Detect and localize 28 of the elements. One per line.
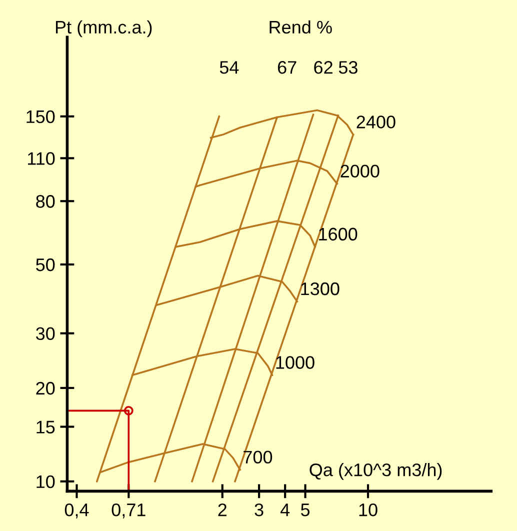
- series-label: 1600: [319, 228, 358, 241]
- y-tick-label: 20: [36, 382, 55, 395]
- x-tick-label: 5: [300, 504, 310, 516]
- x-tick-label: 0,4: [64, 503, 89, 518]
- y-tick-label: 30: [36, 327, 55, 340]
- y-tick-label: 50: [36, 258, 55, 272]
- series-label: 2400: [356, 116, 396, 128]
- text: 53: [338, 61, 358, 74]
- x-axis-title: Qa (x10^3 m3/h): [310, 462, 442, 480]
- y-tick-label: 10: [36, 475, 55, 488]
- series-label: 700: [244, 450, 272, 464]
- y-tick-label: 110: [28, 152, 55, 165]
- series-label: 2000: [340, 164, 380, 178]
- y-tick-label: 150: [26, 110, 55, 124]
- series-label: 1300: [301, 282, 340, 296]
- text: 62: [314, 61, 332, 74]
- x-tick-label: 0,71: [112, 503, 146, 518]
- series-label: 1000: [276, 356, 314, 369]
- x-tick-label: 4: [280, 504, 290, 516]
- text: 67: [278, 61, 296, 74]
- x-tick-label: 10: [359, 503, 378, 516]
- y-axis-title: Pt (mm.c.a.): [56, 20, 152, 38]
- x-tick-label: 2: [218, 503, 226, 516]
- x-tick-label: 3: [254, 503, 264, 516]
- chart-title: Rend %: [270, 20, 332, 34]
- text: 54: [220, 61, 239, 74]
- y-tick-label: 15: [36, 420, 55, 434]
- y-tick-label: 80: [36, 195, 55, 208]
